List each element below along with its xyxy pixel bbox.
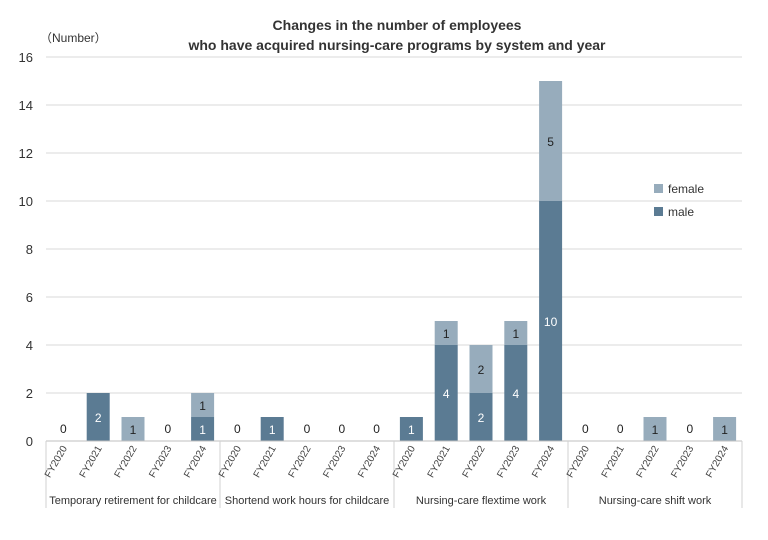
data-label-zero: 0	[617, 422, 624, 436]
bar-female	[713, 417, 737, 441]
y-tick-label: 14	[19, 98, 33, 113]
x-tick-label: FY2022	[635, 444, 662, 480]
y-tick-label: 2	[26, 386, 33, 401]
data-label-zero: 0	[373, 422, 380, 436]
legend: female male	[654, 182, 704, 219]
x-tick-label: FY2021	[78, 444, 105, 480]
chart-title-line1: Changes in the number of employees	[273, 17, 522, 33]
bar-female	[539, 81, 563, 201]
x-tick-label: FY2020	[565, 444, 592, 480]
x-tick-label: FY2021	[426, 444, 453, 480]
data-label-male: 1	[408, 423, 415, 437]
bar-female	[504, 321, 528, 345]
data-label-male: 2	[478, 411, 485, 425]
data-label-female: 1	[199, 399, 206, 413]
data-label-zero: 0	[164, 422, 171, 436]
data-label-female: 1	[652, 423, 659, 437]
bar-female	[434, 321, 458, 345]
data-label-zero: 0	[582, 422, 589, 436]
data-label-zero: 0	[686, 422, 693, 436]
y-tick-label: 10	[19, 194, 33, 209]
data-label-male: 4	[443, 387, 450, 401]
chart-title-line2: who have acquired nursing-care programs …	[187, 37, 606, 53]
x-tick-label: FY2023	[669, 444, 696, 480]
x-tick-label: FY2024	[356, 444, 383, 480]
y-tick-label: 16	[19, 50, 33, 65]
x-tick-label: FY2022	[113, 444, 140, 480]
bar-female	[121, 417, 145, 441]
data-label-male: 4	[512, 387, 519, 401]
data-label-zero: 0	[60, 422, 67, 436]
x-tick-label: FY2022	[287, 444, 314, 480]
x-tick-label: FY2020	[391, 444, 418, 480]
x-tick-label: FY2024	[704, 444, 731, 480]
bar-male	[434, 345, 458, 441]
y-tick-label: 8	[26, 242, 33, 257]
data-label-zero: 0	[304, 422, 311, 436]
bar-male	[504, 345, 528, 441]
bar-female	[191, 393, 215, 417]
legend-label-male: male	[668, 205, 694, 219]
unit-label: （Number）	[40, 31, 107, 45]
x-tick-label: FY2020	[43, 444, 70, 480]
x-tick-label: FY2021	[252, 444, 279, 480]
data-label-female: 1	[443, 327, 450, 341]
data-label-female: 2	[478, 363, 485, 377]
x-tick-label: FY2020	[217, 444, 244, 480]
x-axis: Temporary retirement for childcare FY2020…	[43, 440, 743, 508]
group-label: Shortend work hours for childcare	[225, 495, 389, 507]
x-tick-label: FY2022	[461, 444, 488, 480]
data-label-female: 1	[721, 423, 728, 437]
legend-swatch-female	[654, 184, 663, 193]
y-tick-label: 6	[26, 290, 33, 305]
data-label-male: 1	[199, 423, 206, 437]
x-tick-label: FY2023	[495, 444, 522, 480]
data-label-zero: 0	[234, 422, 241, 436]
y-tick-label: 0	[26, 434, 33, 449]
bar-male	[539, 201, 563, 441]
legend-swatch-male	[654, 207, 663, 216]
bar-female	[643, 417, 667, 441]
legend-label-female: female	[668, 182, 704, 196]
x-tick-label: FY2023	[147, 444, 174, 480]
data-label-male: 1	[269, 423, 276, 437]
x-tick-label: FY2024	[530, 444, 557, 480]
data-label-male: 10	[544, 315, 558, 329]
y-tick-label: 4	[26, 338, 33, 353]
bar-female	[469, 345, 493, 393]
data-label-female: 1	[512, 327, 519, 341]
data-label-female: 5	[547, 135, 554, 149]
bar-male	[191, 417, 215, 441]
y-tick-label: 12	[19, 146, 33, 161]
data-label-female: 1	[130, 423, 137, 437]
bar-male	[260, 417, 284, 441]
group-label: Temporary retirement for childcare	[49, 495, 217, 507]
group-label: Nursing-care flextime work	[416, 495, 547, 507]
y-axis: 0 2 4 6 8 10 12 14 16	[19, 50, 33, 449]
x-tick-label: FY2021	[600, 444, 627, 480]
data-label-male: 2	[95, 411, 102, 425]
bar-male	[86, 393, 110, 441]
group-label: Nursing-care shift work	[599, 495, 712, 507]
x-tick-label: FY2023	[321, 444, 348, 480]
bar-male	[399, 417, 423, 441]
bar-male	[469, 393, 493, 441]
data-label-zero: 0	[338, 422, 345, 436]
gridlines	[46, 56, 742, 442]
x-tick-label: FY2024	[182, 444, 209, 480]
